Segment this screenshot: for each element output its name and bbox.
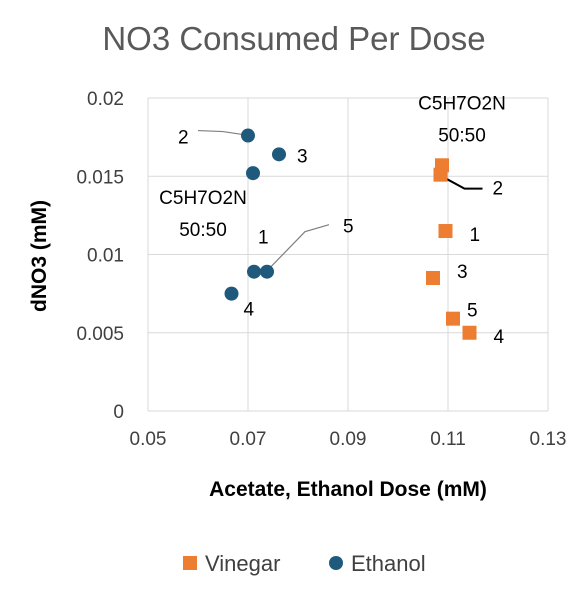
annotation-label: 3 (457, 262, 468, 283)
x-axis-title: Acetate, Ethanol Dose (mM) (209, 478, 487, 501)
tick-labels: 0.05 0.07 0.09 0.11 0.13 0 0.005 0.01 0.015 0.02 (76, 89, 566, 450)
legend: Vinegar Ethanol (183, 551, 426, 576)
y-tick-label: 0.01 (87, 246, 124, 267)
y-tick-label: 0.015 (76, 167, 124, 188)
annotation-label: C5H7O2N (159, 188, 247, 209)
annotation-label: 3 (297, 146, 308, 167)
annotation-label: 1 (470, 225, 481, 246)
annotation-leader (442, 175, 483, 190)
annotation-label: 2 (493, 179, 504, 200)
annotation-label: 50:50 (438, 125, 486, 146)
ethanol-point (241, 128, 255, 143)
ethanol-point (224, 286, 239, 301)
annotation-label: 2 (178, 128, 189, 149)
annotation-leader-lines (197, 129, 483, 269)
vinegar-point (438, 224, 453, 239)
vinegar-point (435, 158, 449, 173)
y-axis-title: dNO3 (mM) (28, 200, 51, 312)
annotation-label: C5H7O2N (418, 93, 506, 114)
y-tick-label: 0.005 (76, 324, 124, 345)
annotation-label: 50:50 (179, 220, 227, 241)
ethanol-point (247, 264, 261, 279)
y-tick-label: 0.02 (87, 89, 124, 110)
x-tick-label: 0.13 (530, 429, 567, 450)
vinegar-point (426, 270, 440, 285)
legend-marker-vinegar (183, 556, 197, 570)
legend-marker-ethanol (329, 556, 343, 570)
x-tick-label: 0.11 (430, 429, 466, 450)
annotation-leader (197, 129, 244, 136)
annotation-label: 4 (244, 300, 255, 321)
gridlines (147, 97, 549, 412)
chart-title: NO3 Consumed Per Dose (102, 20, 485, 57)
ethanol-point (272, 147, 286, 162)
ethanol-point (260, 264, 274, 279)
annotation-label: 5 (343, 217, 354, 238)
x-tick-label: 0.09 (330, 429, 367, 450)
annotation-leader (269, 224, 330, 269)
annotation-label: 4 (494, 327, 505, 348)
vinegar-point (462, 325, 477, 340)
x-tick-label: 0.07 (230, 429, 267, 450)
legend-label: Vinegar (205, 551, 280, 576)
y-tick-label: 0 (113, 402, 124, 423)
annotation-label: 5 (467, 301, 478, 322)
vinegar-point (446, 311, 460, 326)
ethanol-point (246, 166, 260, 181)
legend-label: Ethanol (351, 551, 426, 576)
data-points (224, 128, 477, 340)
annotation-label: 1 (258, 228, 269, 249)
x-tick-label: 0.05 (130, 429, 167, 450)
